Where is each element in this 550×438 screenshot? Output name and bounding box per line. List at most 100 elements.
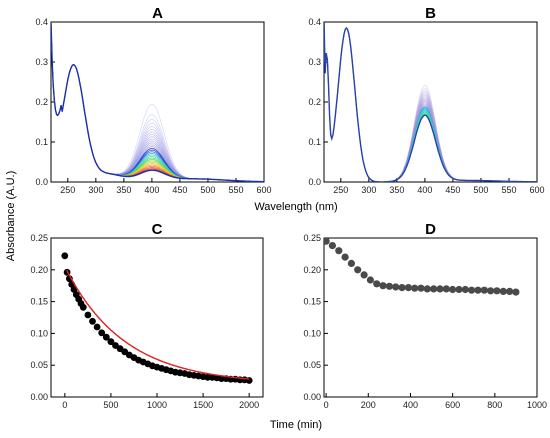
panel-C-ytick-label: 0.00 <box>30 392 48 402</box>
panel-D-point <box>442 285 450 293</box>
x-axis-label-time: Time (min) <box>270 419 322 431</box>
panel-B-xtick-label: 400 <box>417 185 432 195</box>
panel-C-xtick-label: 1000 <box>147 400 167 410</box>
panel-D-ytick-label: 0.05 <box>303 360 321 370</box>
panel-D-point <box>379 282 387 290</box>
panel-D-point <box>430 285 438 293</box>
panel-D-point <box>373 280 381 288</box>
panel-D-point <box>341 253 349 261</box>
panel-C-ytick-label: 0.10 <box>30 328 48 338</box>
panel-D-ytick-label: 0.00 <box>303 392 321 402</box>
panel-D-point <box>499 287 507 295</box>
panel-C-point <box>61 252 69 260</box>
panel-A-xtick-label: 300 <box>88 185 103 195</box>
panel-C-ytick-label: 0.25 <box>30 233 48 243</box>
panel-A-ytick-label: 0.1 <box>35 137 48 147</box>
panel-D-ytick-label: 0.20 <box>303 265 321 275</box>
panel-B-ytick-label: 0.2 <box>308 97 321 107</box>
panel-D-ytick-label: 0.25 <box>303 233 321 243</box>
panel-C-point <box>84 311 92 319</box>
panel-C-point <box>102 333 110 341</box>
panel-D-point <box>512 288 520 296</box>
panel-D-xtick-label: 400 <box>403 400 418 410</box>
panel-B-ytick-label: 0.3 <box>308 57 321 67</box>
panel-D-point <box>366 276 374 284</box>
panel-D-ytick-label: 0.15 <box>303 297 321 307</box>
panel-D-xtick-label: 1000 <box>527 400 547 410</box>
panel-D-xtick-label: 200 <box>361 400 376 410</box>
panel-D-point <box>324 238 330 245</box>
panel-D-point <box>468 286 476 294</box>
panel-D-point <box>328 242 336 250</box>
panel-D-point <box>474 286 482 294</box>
panel-C-point <box>107 338 115 346</box>
panel-A-ytick-label: 0.0 <box>35 177 48 187</box>
panel-C: C 0 500 1000 1500 2000 0.00 0.05 0.10 0.15 0.20 0.2… <box>30 221 264 410</box>
panel-C-ytick-label: 0.20 <box>30 265 48 275</box>
panel-B-xtick-label: 600 <box>529 185 544 195</box>
panel-C-point <box>89 317 96 325</box>
panel-A-ytick-label: 0.3 <box>35 57 48 67</box>
panel-C-fit-line <box>66 269 250 380</box>
panel-D-point <box>461 285 469 294</box>
panel-A-xtick-label: 500 <box>200 185 215 195</box>
panel-C-plot-area <box>61 252 253 384</box>
panel-A-plot-area <box>51 22 264 182</box>
panel-C-point <box>70 286 78 293</box>
panel-D-point <box>354 266 362 274</box>
panel-C-point <box>93 323 101 331</box>
panel-B-ytick-label: 0.0 <box>308 177 321 187</box>
x-axis-label-wavelength: Wavelength (nm) <box>254 201 337 213</box>
panel-B-xtick-label: 550 <box>501 185 516 195</box>
panel-D-title: D <box>425 221 436 238</box>
panel-D-point <box>392 283 400 291</box>
panel-C-xtick-label: 1500 <box>193 400 213 410</box>
panel-C-xtick-label: 500 <box>103 400 118 410</box>
panel-A-ytick-label: 0.4 <box>35 17 48 27</box>
panel-D-point <box>360 271 368 279</box>
panel-A-final-spectrum <box>51 22 264 182</box>
panel-A: A 250 300 350 400 450 500 550 600 0.0 0.1 0.2 0.3 0.4 <box>35 5 271 195</box>
panel-D-frame <box>323 237 538 398</box>
panel-C-title: C <box>152 221 163 238</box>
panel-D-point <box>385 282 393 290</box>
panel-B-xtick-label: 300 <box>361 185 376 195</box>
panel-D-point <box>423 285 431 293</box>
panel-D-point <box>506 287 514 295</box>
panel-D-plot-area <box>324 238 520 296</box>
panel-D-point <box>487 287 495 295</box>
panel-C-point <box>79 303 87 311</box>
panel-D-point <box>455 285 463 294</box>
panel-C-ytick-label: 0.15 <box>30 297 48 307</box>
panel-C-ytick-label: 0.05 <box>30 360 48 370</box>
panel-D-point <box>436 285 444 293</box>
panel-D-point <box>404 284 412 292</box>
panel-D-point <box>449 285 457 294</box>
panel-B-xtick-label: 250 <box>333 185 348 195</box>
panel-D-ytick-label: 0.10 <box>303 328 321 338</box>
panel-C-xtick-label: 2000 <box>239 400 259 410</box>
panel-A-title: A <box>152 5 163 22</box>
panel-D-point <box>480 286 488 294</box>
panel-C-xtick-label: 0 <box>62 400 67 410</box>
panel-A-xtick-label: 450 <box>172 185 187 195</box>
panel-C-frame <box>50 237 264 398</box>
panel-B-final-spectrum <box>324 22 537 182</box>
panel-D-point <box>335 247 343 255</box>
panel-B-ytick-label: 0.1 <box>308 137 321 147</box>
panel-A-ytick-label: 0.2 <box>35 97 48 107</box>
panel-D-xtick-label: 600 <box>445 400 460 410</box>
panel-D-xtick-label: 0 <box>324 400 329 410</box>
panel-A-xtick-label: 550 <box>228 185 243 195</box>
panel-D: D 0 200 400 600 800 1000 0.00 0.05 0.10 0.15 0.20 0.… <box>303 221 547 410</box>
panel-D-point <box>411 284 419 292</box>
panel-A-xtick-label: 250 <box>60 185 75 195</box>
y-axis-label: Absorbance (A.U.) <box>5 171 17 261</box>
panel-B-xtick-label: 350 <box>389 185 404 195</box>
panel-A-xtick-label: 350 <box>116 185 131 195</box>
panel-B-xtick-label: 500 <box>473 185 488 195</box>
panel-D-point <box>347 259 355 267</box>
panel-B-ytick-label: 0.4 <box>308 17 321 27</box>
panel-B-plot-area <box>324 22 537 182</box>
